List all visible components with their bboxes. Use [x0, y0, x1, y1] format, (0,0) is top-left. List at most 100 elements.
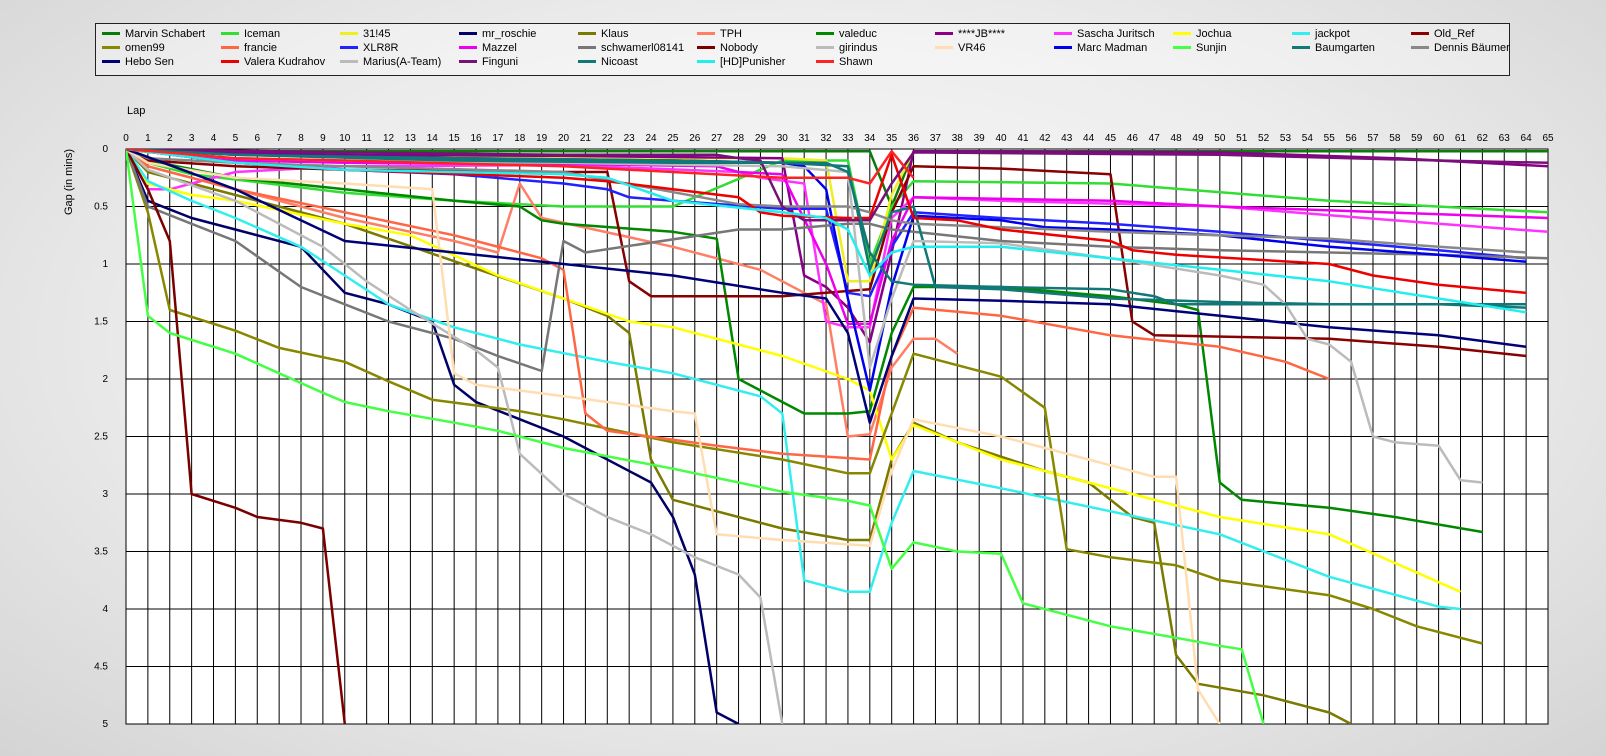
x-tick-label: 11 [361, 133, 372, 144]
legend-item: girindus [816, 41, 878, 54]
x-tick-label: 56 [1346, 133, 1358, 144]
legend-item: Baumgarten [1292, 41, 1375, 54]
legend-label: VR46 [958, 41, 986, 54]
legend-label: girindus [839, 41, 878, 54]
legend-item: Sunjin [1173, 41, 1227, 54]
series-line-18 [126, 149, 784, 724]
legend-swatch [221, 60, 239, 63]
legend-item: Hebo Sen [102, 55, 174, 68]
legend-swatch [1292, 46, 1310, 49]
series-line-29 [126, 149, 1527, 314]
x-tick-label: 24 [645, 133, 657, 144]
legend-label: omen99 [125, 41, 165, 54]
x-tick-label: 53 [1280, 133, 1292, 144]
legend-label: Iceman [244, 27, 281, 40]
x-tick-label: 34 [864, 133, 876, 144]
y-tick-label: 2.5 [94, 432, 108, 443]
x-tick-label: 37 [930, 133, 942, 144]
series-line-12 [126, 149, 1483, 645]
legend-label: schwamerl08141 [601, 41, 685, 54]
legend-item: Jochua [1173, 27, 1231, 40]
legend-swatch [816, 32, 834, 35]
x-tick-label: 50 [1214, 133, 1226, 144]
y-tick-labels: 0 0.5 1 1.5 2 2.5 3 3.5 4 4.5 5 [94, 144, 108, 730]
legend: Marvin Schabert Iceman 31!45 mr_roschie Klau… [95, 23, 1510, 76]
x-tick-label: 36 [908, 133, 920, 144]
series-line-27 [126, 149, 1548, 222]
legend-item: Klaus [578, 27, 629, 40]
x-tick-label: 55 [1324, 133, 1336, 144]
legend-swatch [102, 32, 120, 35]
x-tick-label: 14 [427, 133, 439, 144]
legend-label: Baumgarten [1315, 41, 1375, 54]
x-tick-label: 16 [470, 133, 482, 144]
x-tick-label: 65 [1542, 133, 1554, 144]
legend-item: Valera Kudrahov [221, 55, 325, 68]
x-axis-label: Lap [127, 105, 145, 117]
x-tick-label: 23 [624, 133, 636, 144]
x-tick-label: 33 [842, 133, 854, 144]
legend-label: Jochua [1196, 27, 1232, 40]
series-line-5 [126, 149, 959, 438]
series-line-9 [126, 149, 1462, 593]
legend-item: [HD]Punisher [697, 55, 785, 68]
legend-item: Nicoast [578, 55, 638, 68]
series-line-19 [126, 149, 1221, 724]
legend-swatch [1173, 46, 1191, 49]
x-tick-label: 32 [820, 133, 832, 144]
legend-swatch [1292, 32, 1310, 35]
x-tick-label: 64 [1521, 133, 1533, 144]
legend-item: schwamerl08141 [578, 41, 684, 54]
legend-label: Finguni [482, 55, 519, 68]
y-tick-label: 0 [102, 144, 108, 155]
x-tick-label: 12 [383, 133, 395, 144]
legend-item: mr_roschie [459, 27, 536, 40]
legend-label: XLR8R [363, 41, 399, 54]
legend-swatch [816, 60, 834, 63]
legend-label: francie [244, 41, 278, 54]
y-tick-label: 4 [102, 604, 108, 615]
legend-item: francie [221, 41, 277, 54]
legend-label: ****JB**** [958, 27, 1006, 40]
x-tick-label: 35 [886, 133, 898, 144]
x-tick-label: 15 [449, 133, 461, 144]
x-tick-label: 62 [1477, 133, 1489, 144]
x-tick-label: 63 [1499, 133, 1511, 144]
legend-item: VR46 [935, 41, 986, 54]
x-tick-label: 27 [711, 133, 723, 144]
legend-swatch [935, 32, 953, 35]
x-tick-label: 47 [1149, 133, 1161, 144]
grid [125, 148, 1549, 725]
legend-swatch [1054, 46, 1072, 49]
y-axis-label: Gap (in mins) [63, 149, 75, 215]
x-tick-label: 7 [276, 133, 282, 144]
series-line-10 [126, 149, 1461, 611]
series-line-3 [126, 149, 740, 724]
legend-label: TPH [720, 27, 742, 40]
series-line-21 [126, 149, 1265, 724]
legend-swatch [1411, 46, 1429, 49]
y-tick-label: 3.5 [94, 547, 108, 558]
legend-label: Shawn [839, 55, 873, 68]
y-tick-label: 0.5 [94, 202, 108, 213]
legend-item: Mazzel [459, 41, 517, 54]
legend-label: jackpot [1315, 27, 1350, 40]
legend-swatch [1173, 32, 1191, 35]
legend-swatch [221, 46, 239, 49]
x-tick-label: 18 [514, 133, 526, 144]
x-tick-label: 3 [189, 133, 195, 144]
x-tick-label: 5 [233, 133, 239, 144]
series-line-13 [126, 149, 1330, 461]
x-tick-label: 45 [1105, 133, 1117, 144]
legend-swatch [340, 32, 358, 35]
legend-label: Dennis Bäumer [1434, 41, 1510, 54]
legend-item: Finguni [459, 55, 518, 68]
x-tick-label: 51 [1236, 133, 1248, 144]
legend-swatch [816, 46, 834, 49]
x-tick-label: 6 [254, 133, 260, 144]
x-tick-label: 48 [1171, 133, 1183, 144]
x-tick-labels: 0 1 2 3 4 5 6 7 8 9 10 11 12 13 14 15 16 17 18 19 20 21 22 23 24… [123, 133, 1554, 144]
legend-label: mr_roschie [482, 27, 537, 40]
series-line-14 [126, 149, 1527, 298]
